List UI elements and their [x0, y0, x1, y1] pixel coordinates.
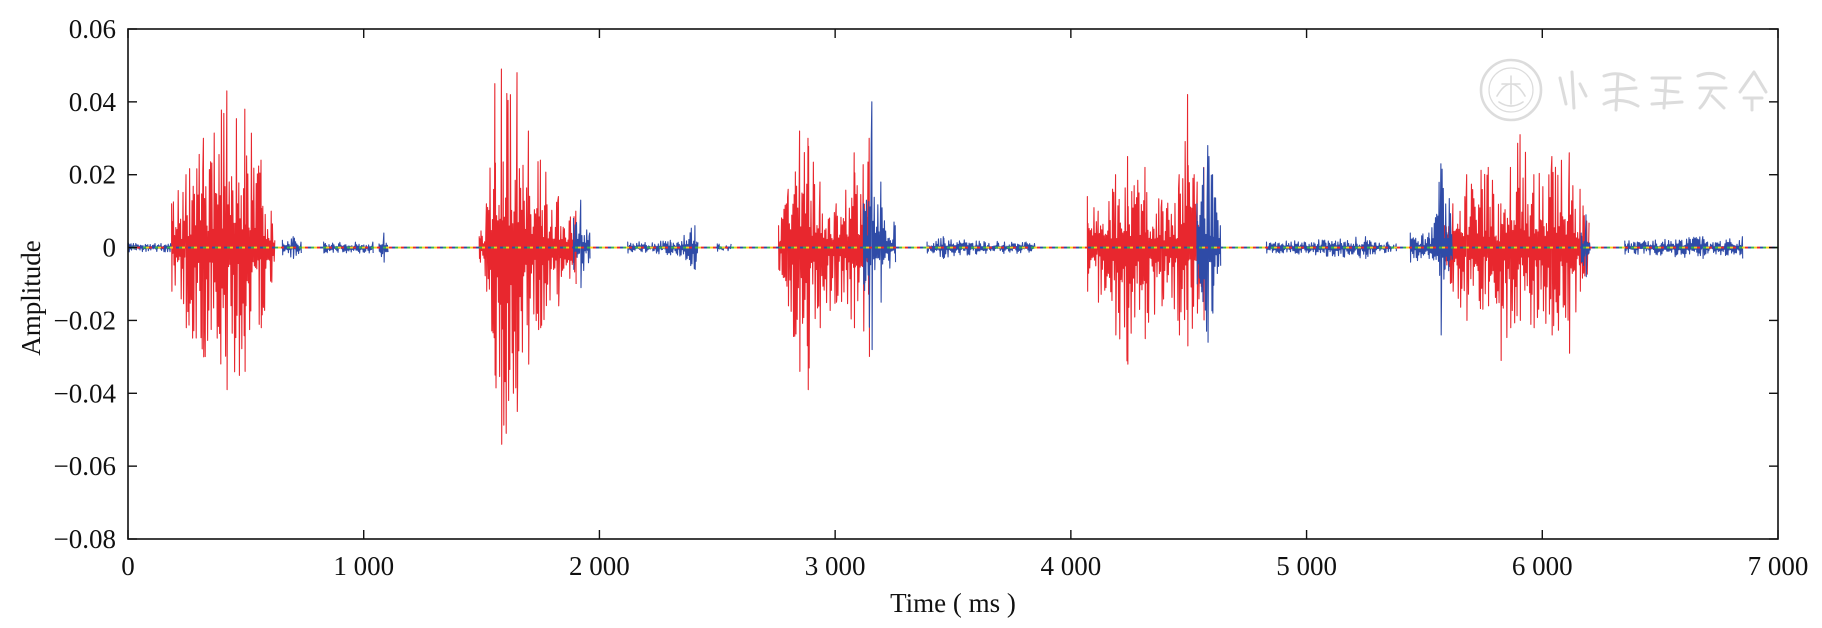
axes: 0 1 000 2 000 3 000 4 000 5 000 6 000 7 000 0.06… [54, 14, 1809, 581]
y-tick-label-1: 0.04 [69, 87, 117, 117]
waveform-series-2-segment-13 [1580, 214, 1591, 278]
waveform-series-1-segment-4 [1086, 94, 1205, 365]
x-tick-label-6: 6 000 [1512, 551, 1573, 581]
waveform-series-1-segment-2 [478, 68, 577, 445]
y-tick-label-2: 0.02 [69, 160, 116, 190]
plot-frame [127, 28, 1779, 540]
waveform-series-1-segment-5 [1443, 134, 1590, 362]
waveform-series-2-segment-4 [378, 232, 389, 263]
waveform-series-2-segment-10 [1196, 145, 1222, 343]
waveform-series-2-segment-2 [281, 236, 302, 260]
waveform-series-2-segment-12 [1409, 163, 1453, 336]
waveform-series-1-segment-1 [171, 90, 276, 391]
watermark [1479, 58, 1768, 122]
x-tick-label-7: 7 000 [1748, 551, 1809, 581]
x-axis-label: Time ( ms ) [890, 588, 1016, 618]
x-tick-label-3: 3 000 [805, 551, 866, 581]
y-tick-label-7: −0.08 [54, 524, 116, 554]
x-tick-label-1: 1 000 [333, 551, 394, 581]
y-tick-label-4: −0.02 [54, 305, 116, 335]
waveform-series-2-segment-9 [926, 236, 1036, 260]
watermark-lettering [1558, 70, 1768, 112]
plot-series [127, 68, 1778, 445]
x-tick-label-2: 2 000 [569, 551, 630, 581]
x-tick-label-0: 0 [121, 551, 135, 581]
x-tick-label-4: 4 000 [1040, 551, 1101, 581]
waveform-series-2-segment-8 [862, 101, 897, 351]
waveform-series-1-segment-3 [778, 130, 871, 391]
y-tick-label-5: −0.04 [54, 378, 117, 408]
y-tick-label-6: −0.06 [54, 451, 116, 481]
watermark-seal-icon [1479, 58, 1543, 122]
y-tick-label-0: 0.06 [69, 14, 116, 44]
x-tick-label-5: 5 000 [1276, 551, 1337, 581]
y-tick-label-3: 0 [103, 233, 117, 263]
y-axis-label: Amplitude [16, 240, 46, 356]
